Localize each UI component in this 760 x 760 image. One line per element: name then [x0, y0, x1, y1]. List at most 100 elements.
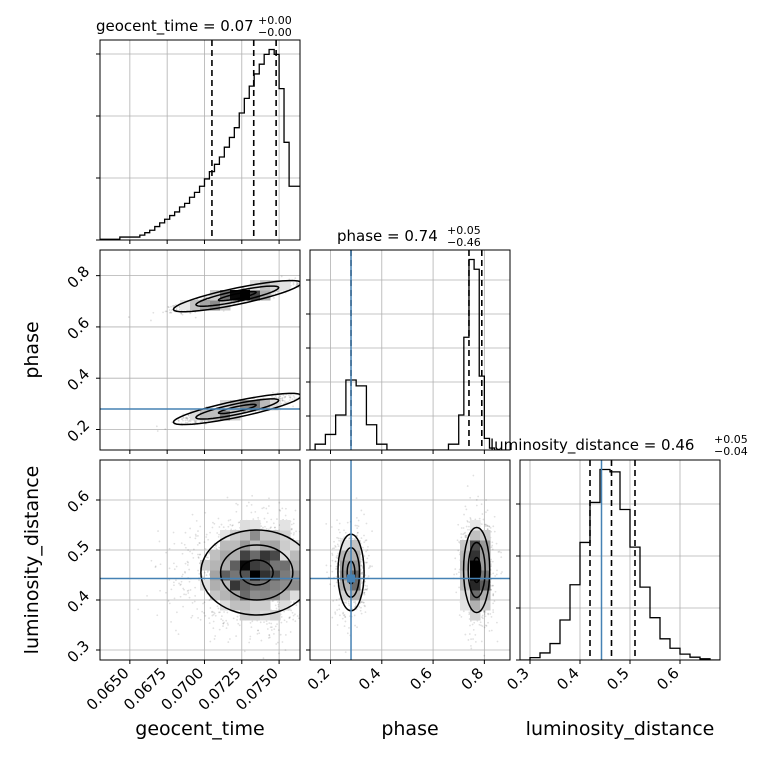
sample-point: [288, 396, 291, 399]
sample-point: [279, 395, 281, 398]
sample-point: [305, 590, 307, 592]
density-cell: [280, 520, 291, 531]
sample-point: [314, 392, 316, 394]
sample-point: [180, 312, 183, 315]
sample-point: [287, 401, 289, 403]
sample-point: [261, 507, 264, 510]
ylabel-luminosity-distance: luminosity_distance: [21, 466, 43, 655]
density-cell: [260, 400, 271, 411]
sample-point: [277, 290, 279, 293]
density-cell: [230, 540, 241, 551]
scatter-phase_vs_geocent_time: [100, 275, 316, 432]
sample-point: [276, 601, 279, 603]
sample-point: [315, 567, 317, 569]
sample-point: [173, 597, 176, 600]
sample-point: [320, 553, 322, 555]
sample-point: [292, 394, 295, 397]
sample-point: [305, 552, 307, 554]
contour: [217, 290, 257, 302]
sample-point: [172, 531, 175, 534]
sample-point: [338, 598, 341, 600]
sample-point: [332, 567, 334, 569]
sample-point: [323, 531, 325, 533]
sample-point: [285, 620, 288, 623]
sample-point: [300, 546, 302, 548]
sample-point: [334, 560, 337, 563]
density-cell: [290, 590, 300, 601]
density-cell: [250, 560, 261, 571]
sample-point: [302, 529, 304, 531]
density-cell: [220, 290, 231, 301]
sample-point: [292, 518, 295, 521]
sample-point: [178, 582, 180, 585]
sample-point: [329, 565, 332, 567]
sample-point: [257, 516, 260, 519]
density-cell: [220, 590, 231, 601]
sample-point: [367, 545, 369, 548]
sample-point: [170, 588, 173, 591]
sample-point: [363, 591, 366, 594]
sample-point: [270, 518, 273, 521]
sample-point: [335, 568, 337, 570]
sample-point: [301, 536, 303, 538]
sample-point: [227, 519, 230, 522]
sample-point: [194, 537, 197, 540]
sample-point: [319, 586, 321, 588]
density-cell: [260, 290, 271, 301]
sample-point: [303, 394, 305, 396]
sample-point: [278, 501, 281, 504]
density-cell: [240, 530, 251, 541]
sample-point: [235, 635, 238, 637]
ytick-label: 0.4: [64, 365, 94, 395]
sample-point: [294, 620, 297, 623]
sample-point: [303, 547, 305, 549]
sample-point: [180, 312, 183, 315]
density-cell: [220, 540, 231, 551]
sample-point: [270, 626, 273, 629]
sample-point: [222, 622, 225, 625]
sample-point: [318, 640, 320, 642]
sample-point: [154, 566, 157, 569]
sample-point: [294, 613, 296, 616]
density-cell: [280, 580, 291, 591]
sample-point: [317, 569, 319, 571]
sample-point: [306, 564, 308, 566]
sample-point: [168, 547, 171, 550]
sample-point: [206, 296, 208, 298]
sample-point: [259, 621, 262, 624]
density-cell: [190, 300, 201, 311]
sample-point: [220, 523, 223, 526]
sample-point: [313, 566, 315, 568]
sample-point: [321, 639, 323, 641]
sample-point: [348, 537, 351, 540]
density-cell: [240, 600, 251, 611]
sample-point: [212, 627, 215, 630]
sample-point: [278, 508, 281, 511]
sample-point: [190, 616, 193, 619]
hist-phase: [310, 250, 510, 450]
sample-point: [364, 561, 366, 564]
sample-point: [356, 532, 359, 534]
sample-point: [323, 586, 325, 588]
sample-point: [306, 564, 308, 566]
hist-geocent_time: [100, 40, 300, 240]
sample-point: [346, 632, 349, 635]
sample-point: [221, 619, 224, 622]
sample-point: [325, 582, 327, 584]
sample-point: [281, 397, 284, 400]
sample-point: [303, 588, 305, 590]
sample-point: [206, 571, 209, 573]
sample-point: [295, 283, 298, 286]
sample-point: [363, 591, 366, 594]
ytick-label: 0.3: [64, 637, 94, 667]
contour: [195, 285, 280, 307]
sample-point: [273, 628, 276, 631]
sample-point: [362, 601, 365, 604]
sample-point: [182, 587, 185, 590]
sample-point: [279, 397, 282, 400]
sample-point: [202, 297, 205, 300]
sample-point: [265, 620, 268, 623]
density-cell: [210, 580, 221, 591]
sample-point: [322, 538, 324, 540]
